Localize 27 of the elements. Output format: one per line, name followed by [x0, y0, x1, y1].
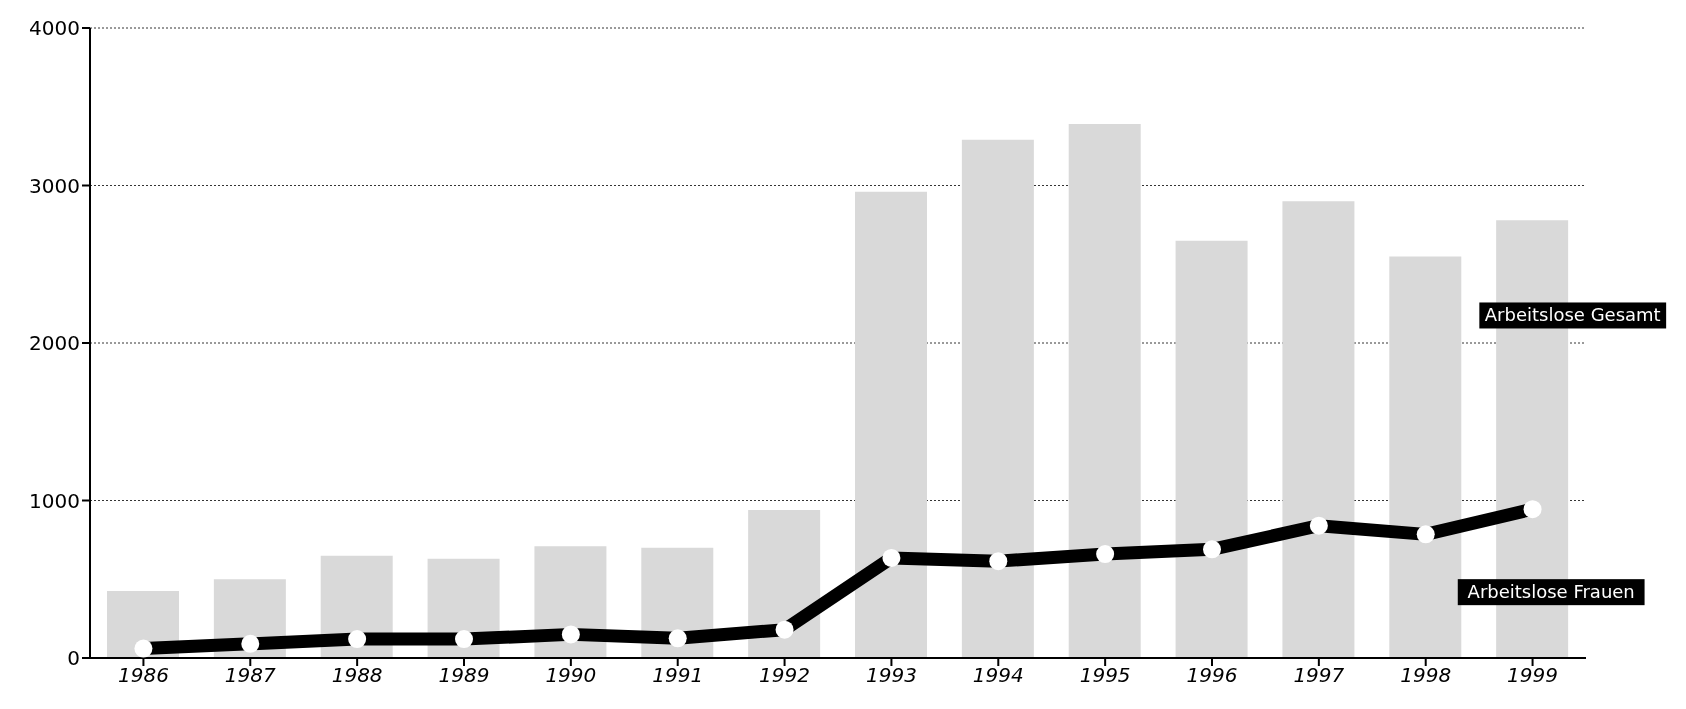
bar: [855, 191, 927, 658]
bar: [1068, 124, 1141, 658]
x-tick-label: 1992: [759, 663, 811, 688]
x-tick-label: 1997: [1293, 663, 1345, 688]
y-tick-label: 1000: [29, 488, 80, 513]
y-tick-label: 3000: [29, 173, 80, 198]
x-tick-label: 1993: [865, 663, 917, 688]
y-tick-label: 0: [67, 646, 80, 671]
x-tick-label: 1988: [331, 663, 383, 688]
bar: [961, 139, 1034, 658]
y-tick-label: 2000: [29, 331, 80, 356]
series-label: Arbeitslose Gesamt: [1484, 304, 1661, 326]
bar: [1389, 256, 1462, 658]
x-tick-label: 1999: [1507, 663, 1559, 688]
x-tick-label: 1998: [1400, 663, 1452, 688]
x-tick-label: 1987: [224, 663, 277, 688]
y-tick-label: 4000: [29, 16, 80, 41]
text: Arbeitslose Frauen: [1467, 581, 1635, 603]
x-tick-label: 1991: [652, 663, 704, 688]
x-tick-label: 1995: [1079, 663, 1131, 688]
x-tick-label: 1994: [972, 663, 1024, 688]
bar: [1282, 201, 1355, 658]
bar: [1175, 240, 1248, 658]
x-tick-label: 1990: [545, 663, 597, 688]
x-tick-label: 1986: [117, 663, 169, 688]
x-tick-label: 1996: [1186, 663, 1238, 688]
x-tick-label: 1989: [438, 663, 490, 688]
